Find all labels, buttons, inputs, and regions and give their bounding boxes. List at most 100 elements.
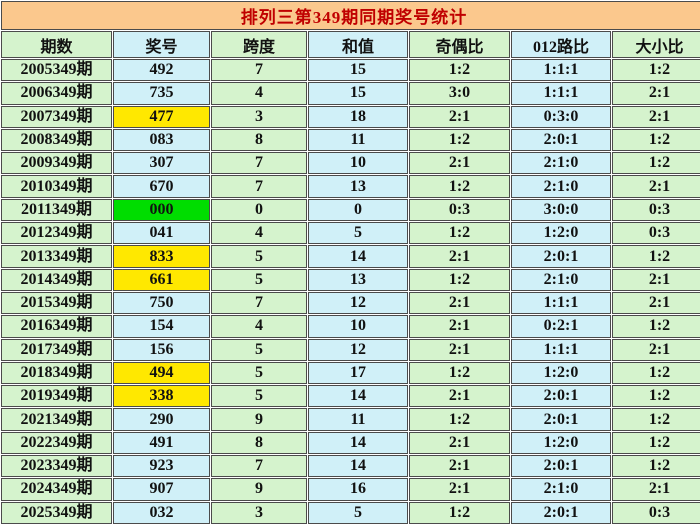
- cell-number: 477: [113, 105, 210, 128]
- cell-span: 0: [211, 198, 307, 222]
- cell-number: 735: [113, 82, 210, 105]
- cell-sum: 15: [308, 82, 408, 105]
- cell-road012: 1:1:1: [511, 59, 611, 82]
- cell-odd_even: 1:2: [409, 222, 510, 245]
- cell-number: 307: [113, 152, 210, 175]
- cell-sum: 17: [308, 361, 408, 385]
- cell-road012: 2:1:0: [511, 175, 611, 198]
- cell-odd_even: 0:3: [409, 198, 510, 222]
- cell-road012: 2:0:1: [511, 245, 611, 268]
- cell-odd_even: 2:1: [409, 152, 510, 175]
- cell-number: 750: [113, 291, 210, 315]
- header-row: 期数 奖号 跨度 和值 奇偶比 012路比 大小比: [1, 31, 700, 58]
- cell-span: 5: [211, 361, 307, 385]
- table-row: 2024349期 907 9 16 2:1 2:1:0 2:1: [1, 478, 700, 501]
- cell-span: 8: [211, 128, 307, 152]
- cell-number: 670: [113, 175, 210, 198]
- table-row: 2015349期 750 7 12 2:1 1:1:1 2:1: [1, 291, 700, 315]
- cell-period: 2019349期: [1, 385, 112, 408]
- cell-period: 2025349期: [1, 501, 112, 524]
- cell-big_small: 2:1: [612, 478, 700, 501]
- cell-road012: 2:0:1: [511, 385, 611, 408]
- table-row: 2008349期 083 8 11 1:2 2:0:1 1:2: [1, 128, 700, 152]
- table-row: 2005349期 492 7 15 1:2 1:1:1 1:2: [1, 59, 700, 82]
- cell-big_small: 1:2: [612, 315, 700, 338]
- cell-sum: 0: [308, 198, 408, 222]
- cell-span: 7: [211, 291, 307, 315]
- cell-number: 000: [113, 198, 210, 222]
- cell-sum: 14: [308, 455, 408, 478]
- cell-period: 2018349期: [1, 361, 112, 385]
- cell-road012: 1:2:0: [511, 222, 611, 245]
- cell-period: 2006349期: [1, 82, 112, 105]
- cell-period: 2014349期: [1, 268, 112, 291]
- cell-period: 2008349期: [1, 128, 112, 152]
- cell-road012: 2:0:1: [511, 408, 611, 431]
- table-row: 2016349期 154 4 10 2:1 0:2:1 1:2: [1, 315, 700, 338]
- cell-span: 5: [211, 268, 307, 291]
- cell-road012: 1:2:0: [511, 431, 611, 455]
- cell-period: 2015349期: [1, 291, 112, 315]
- cell-sum: 12: [308, 338, 408, 361]
- cell-road012: 2:1:0: [511, 478, 611, 501]
- col-header-period: 期数: [1, 31, 112, 58]
- cell-big_small: 2:1: [612, 175, 700, 198]
- col-header-span: 跨度: [211, 31, 307, 58]
- cell-odd_even: 2:1: [409, 385, 510, 408]
- cell-big_small: 1:2: [612, 59, 700, 82]
- cell-big_small: 1:2: [612, 245, 700, 268]
- cell-big_small: 1:2: [612, 361, 700, 385]
- cell-sum: 10: [308, 315, 408, 338]
- cell-period: 2022349期: [1, 431, 112, 455]
- cell-big_small: 1:2: [612, 408, 700, 431]
- cell-odd_even: 2:1: [409, 478, 510, 501]
- col-header-sum: 和值: [308, 31, 408, 58]
- cell-big_small: 0:3: [612, 222, 700, 245]
- table-row: 2017349期 156 5 12 2:1 1:1:1 2:1: [1, 338, 700, 361]
- cell-span: 5: [211, 245, 307, 268]
- cell-odd_even: 2:1: [409, 338, 510, 361]
- cell-span: 7: [211, 175, 307, 198]
- cell-odd_even: 2:1: [409, 315, 510, 338]
- cell-sum: 14: [308, 245, 408, 268]
- cell-sum: 14: [308, 385, 408, 408]
- cell-span: 5: [211, 338, 307, 361]
- cell-number: 661: [113, 268, 210, 291]
- cell-big_small: 1:2: [612, 385, 700, 408]
- col-header-number: 奖号: [113, 31, 210, 58]
- cell-sum: 12: [308, 291, 408, 315]
- table-row: 2007349期 477 3 18 2:1 0:3:0 2:1: [1, 105, 700, 128]
- col-header-big_small: 大小比: [612, 31, 700, 58]
- table-row: 2011349期 000 0 0 0:3 3:0:0 0:3: [1, 198, 700, 222]
- table-row: 2012349期 041 4 5 1:2 1:2:0 0:3: [1, 222, 700, 245]
- col-header-road012: 012路比: [511, 31, 611, 58]
- cell-period: 2016349期: [1, 315, 112, 338]
- cell-odd_even: 2:1: [409, 431, 510, 455]
- cell-number: 923: [113, 455, 210, 478]
- cell-odd_even: 1:2: [409, 128, 510, 152]
- table-row: 2022349期 491 8 14 2:1 1:2:0 1:2: [1, 431, 700, 455]
- cell-sum: 13: [308, 268, 408, 291]
- cell-period: 2007349期: [1, 105, 112, 128]
- cell-span: 4: [211, 222, 307, 245]
- cell-period: 2005349期: [1, 59, 112, 82]
- cell-odd_even: 2:1: [409, 455, 510, 478]
- cell-number: 154: [113, 315, 210, 338]
- cell-road012: 0:2:1: [511, 315, 611, 338]
- cell-sum: 15: [308, 59, 408, 82]
- cell-number: 032: [113, 501, 210, 524]
- cell-sum: 5: [308, 501, 408, 524]
- cell-period: 2010349期: [1, 175, 112, 198]
- cell-odd_even: 1:2: [409, 408, 510, 431]
- table-row: 2025349期 032 3 5 1:2 2:0:1 0:3: [1, 501, 700, 524]
- table-row: 2006349期 735 4 15 3:0 1:1:1 2:1: [1, 82, 700, 105]
- cell-number: 907: [113, 478, 210, 501]
- cell-road012: 3:0:0: [511, 198, 611, 222]
- table-row: 2019349期 338 5 14 2:1 2:0:1 1:2: [1, 385, 700, 408]
- cell-road012: 2:0:1: [511, 455, 611, 478]
- cell-sum: 11: [308, 408, 408, 431]
- cell-number: 338: [113, 385, 210, 408]
- page-title: 排列三第349期同期奖号统计: [1, 1, 700, 30]
- cell-odd_even: 2:1: [409, 291, 510, 315]
